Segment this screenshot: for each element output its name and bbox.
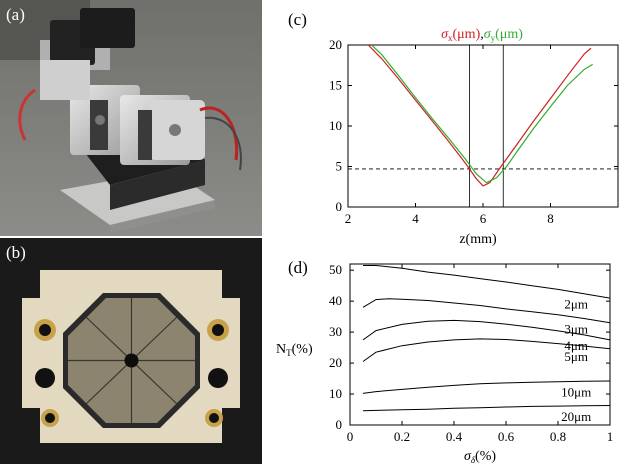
photo-a-drawing [0,0,262,236]
photo-a-apparatus [0,0,262,236]
panel-d-label: (d) [288,258,308,277]
chart-c-xtick-label: 4 [412,211,419,226]
chart-d-xtick-label: 0.2 [394,429,410,444]
chart-d-line-5um [362,338,611,362]
chart-c-sigma-y-line [371,45,594,184]
chart-d-xlabel: σδ(%) [464,449,496,464]
panel-b-label: (b) [6,243,26,262]
chart-d-xtick-label: 1 [607,429,614,444]
panel-a-label: (a) [6,5,25,24]
chart-c-xtick-label: 8 [547,211,554,226]
chart-d-transmission: 0 0.2 0.4 0.6 0.8 1010203040502μm3μm4μm5μm10μ… [276,262,614,464]
chart-d-series-label: 20μm [561,409,591,424]
chart-c-xtick-label: 2 [345,211,352,226]
chart-c-xlabel: z(mm) [459,232,497,247]
chart-c-title: σx(μm),σy(μm) [441,27,523,43]
chart-d-series-label: 5μm [564,349,588,364]
chart-d-ylabel: NT(%) [276,342,313,358]
chart-d-series-label: 3μm [564,321,588,336]
chart-c-ytick-label: 5 [336,159,343,174]
chart-d-xtick-label: 0 [347,429,354,444]
chart-c-frame [347,44,619,208]
chart-d-frame [349,263,611,426]
photo-b-drawing [0,238,262,464]
chart-c-ytick-label: 0 [336,199,343,214]
chart-d-ytick-label: 0 [336,417,343,432]
chart-d-ytick-label: 40 [329,293,342,308]
chart-d-line-2um [363,265,611,299]
chart-d-xtick-label: 0.8 [550,429,566,444]
chart-d-xtick-label: 0.6 [498,429,515,444]
chart-d-line-10um [362,380,611,394]
chart-c-xtick-label: 6 [480,211,487,226]
chart-d-series-label: 10μm [561,384,591,399]
chart-d-ytick-label: 30 [329,324,342,339]
chart-d-series-label: 2μm [564,297,588,312]
chart-d-ytick-label: 20 [329,355,342,370]
photo-b-slit-plate [0,238,262,464]
chart-c-sigma-x-line [367,45,592,187]
chart-c-ytick-label: 10 [329,118,342,133]
chart-d-xtick-label: 0.4 [446,429,463,444]
chart-d-line-20um [362,405,611,412]
chart-c-ytick-label: 20 [329,37,342,52]
chart-d-line-4um [362,319,611,341]
chart-d-line-3um [362,298,611,324]
chart-c-beam-size: σx(μm),σy(μm) 2 4 6 8 0 5 10 15 20 z(mm) [329,27,619,247]
chart-d-ytick-label: 50 [329,262,342,277]
chart-c-ytick-label: 15 [329,78,342,93]
panel-c-label: (c) [288,10,307,29]
chart-d-ytick-label: 10 [329,386,342,401]
